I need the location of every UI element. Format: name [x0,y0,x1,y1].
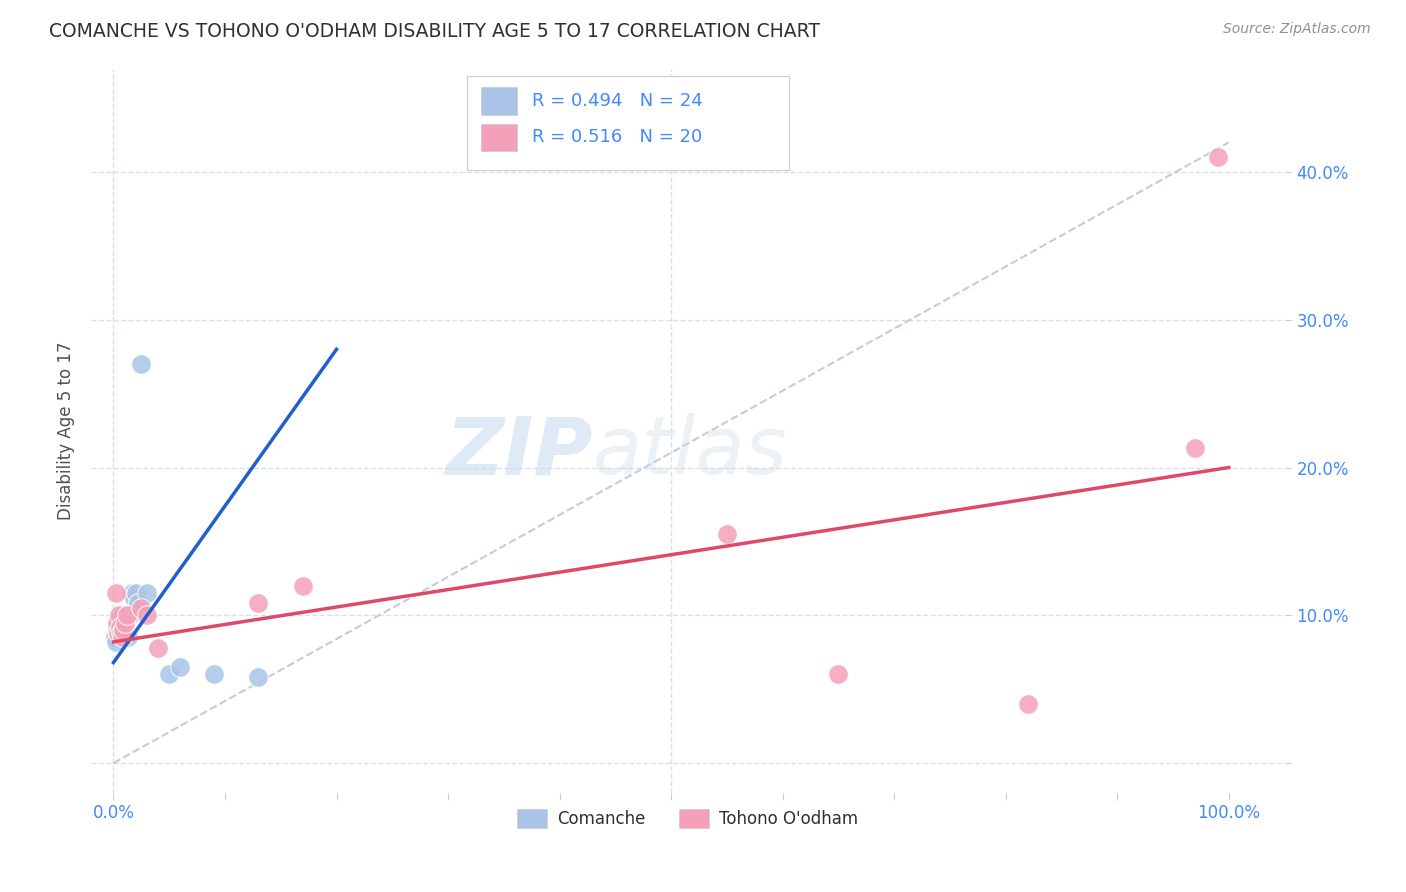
Point [125,586,148,600]
Point [1206,150,1229,164]
Point [114,611,136,625]
Point [135,608,157,623]
Point [117,631,139,645]
Point [105,615,128,630]
Point [108,608,131,623]
Point [110,626,132,640]
Point [122,591,145,605]
Point [247,670,270,684]
Point [112,623,135,637]
Point [112,608,135,623]
Point [108,626,131,640]
Text: COMANCHE VS TOHONO O'ODHAM DISABILITY AGE 5 TO 17 CORRELATION CHART: COMANCHE VS TOHONO O'ODHAM DISABILITY AG… [49,22,820,41]
Point [115,608,138,623]
Text: ZIP: ZIP [444,413,592,491]
Point [110,611,132,625]
Point [127,597,149,611]
Point [169,660,191,674]
Point [111,631,134,645]
Point [104,635,127,649]
Point [114,615,136,630]
FancyBboxPatch shape [481,124,517,151]
Text: Source: ZipAtlas.com: Source: ZipAtlas.com [1223,22,1371,37]
Point [1184,442,1206,456]
Point [108,620,131,634]
Point [103,631,125,645]
Point [146,640,169,655]
Point [108,620,131,634]
Text: R = 0.516   N = 20: R = 0.516 N = 20 [531,128,702,146]
Point [827,667,849,681]
Point [111,615,134,630]
Point [115,608,138,623]
Point [107,626,129,640]
Point [131,601,153,615]
Text: atlas: atlas [592,413,787,491]
Point [202,667,225,681]
Point [104,586,127,600]
Point [120,608,142,623]
Legend: Comanche, Tohono O'odham: Comanche, Tohono O'odham [510,803,865,835]
Point [135,586,157,600]
Point [121,586,143,600]
FancyBboxPatch shape [481,87,517,115]
Point [131,357,153,371]
Y-axis label: Disability Age 5 to 17: Disability Age 5 to 17 [58,342,75,520]
Text: R = 0.494   N = 24: R = 0.494 N = 24 [531,92,702,110]
Point [114,620,136,634]
Point [716,527,738,541]
Point [247,597,270,611]
Point [105,623,128,637]
Point [107,615,129,630]
FancyBboxPatch shape [467,76,789,169]
Point [292,579,315,593]
Point [1017,697,1039,711]
Point [157,667,180,681]
